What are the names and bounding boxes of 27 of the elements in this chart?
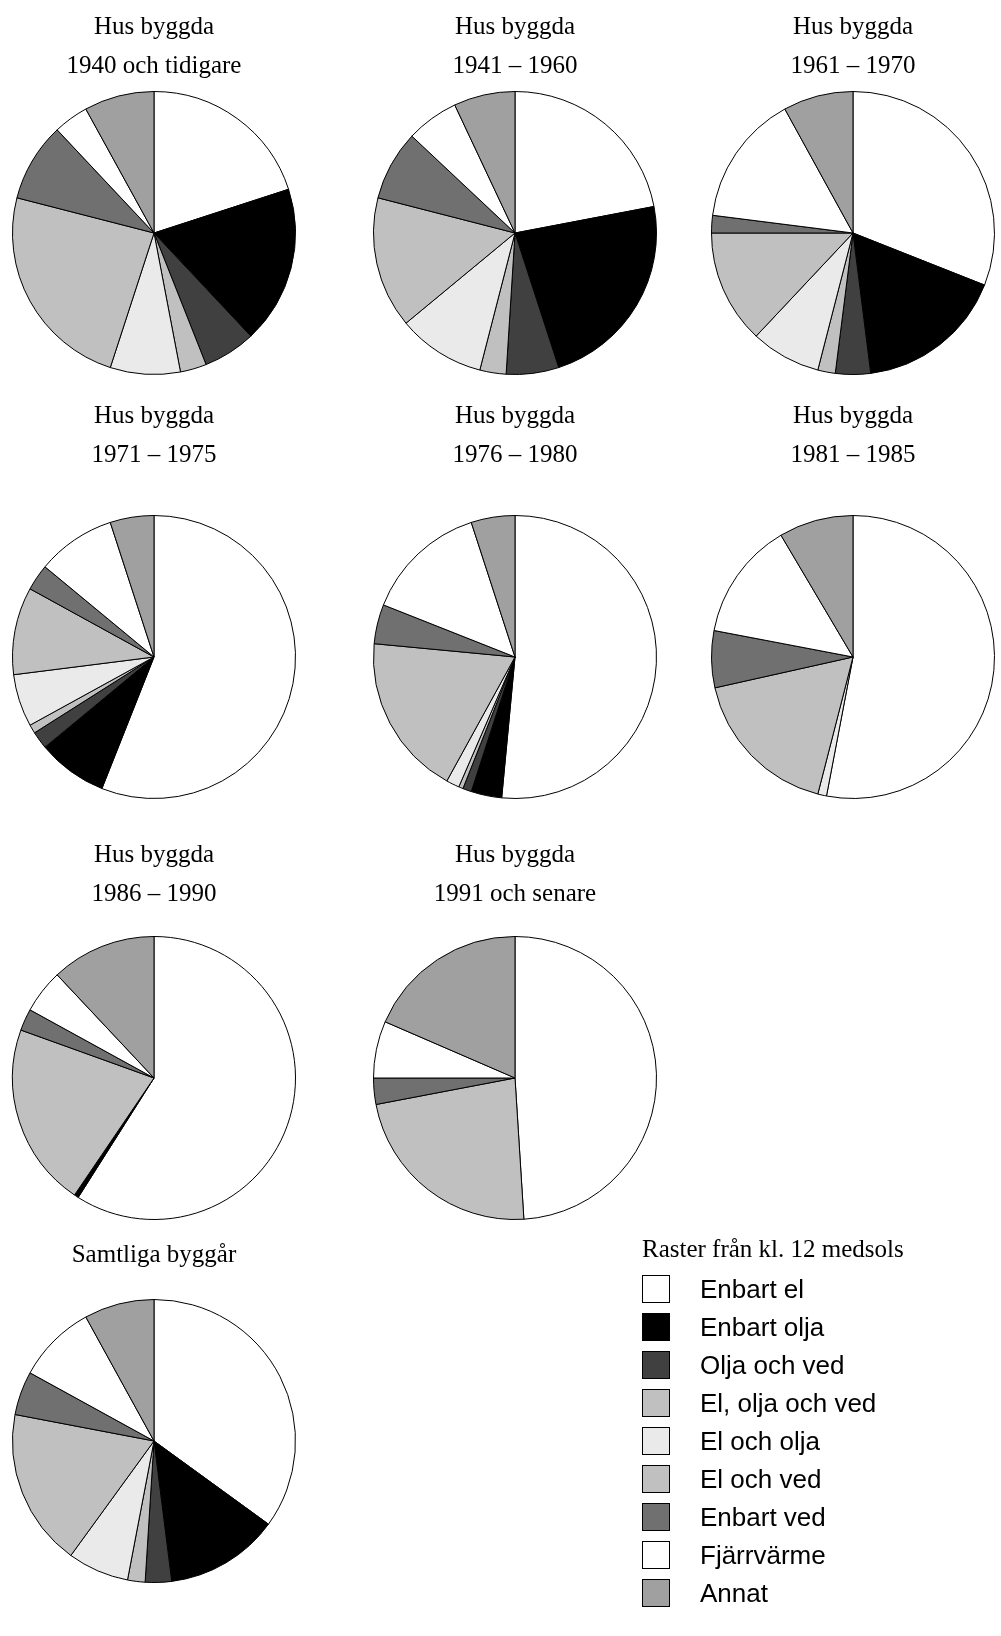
chart-subtitle: 1940 och tidigare bbox=[65, 50, 243, 80]
legend-label: El, olja och ved bbox=[700, 1387, 877, 1419]
chart-title: Hus byggda bbox=[92, 11, 216, 41]
chart-title: Hus byggda bbox=[92, 400, 216, 430]
legend-label: Fjärrvärme bbox=[700, 1539, 826, 1571]
legend-label: Enbart olja bbox=[700, 1311, 825, 1343]
chart-subtitle: 1991 och senare bbox=[432, 878, 598, 908]
chart-subtitle: 1941 – 1960 bbox=[451, 50, 579, 80]
legend-label: El och ved bbox=[700, 1463, 822, 1495]
chart-title: Hus byggda bbox=[791, 400, 915, 430]
chart-subtitle: 1976 – 1980 bbox=[451, 439, 579, 469]
legend-label: Enbart el bbox=[700, 1273, 805, 1305]
legend-label: Olja och ved bbox=[700, 1349, 845, 1381]
legend-label: Enbart ved bbox=[700, 1501, 826, 1533]
chart-subtitle: 1971 – 1975 bbox=[90, 439, 218, 469]
chart-subtitle: 1981 – 1985 bbox=[789, 439, 917, 469]
legend-label: Annat bbox=[700, 1577, 768, 1609]
chart-title: Hus byggda bbox=[453, 11, 577, 41]
chart-subtitle: 1986 – 1990 bbox=[90, 878, 218, 908]
chart-title: Hus byggda bbox=[791, 11, 915, 41]
chart-title: Hus byggda bbox=[453, 839, 577, 869]
chart-subtitle: 1961 – 1970 bbox=[789, 50, 917, 80]
legend-title: Raster från kl. 12 medsols bbox=[642, 1234, 904, 1264]
legend-label: El och olja bbox=[700, 1425, 820, 1457]
chart-title: Samtliga byggår bbox=[70, 1239, 238, 1269]
chart-title: Hus byggda bbox=[453, 400, 577, 430]
chart-title: Hus byggda bbox=[92, 839, 216, 869]
